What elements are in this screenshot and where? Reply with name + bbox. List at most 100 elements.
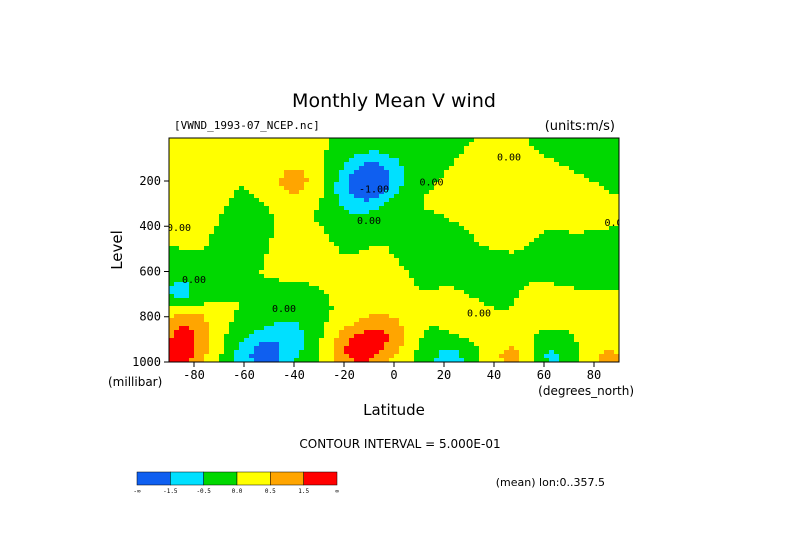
field-cell [339, 250, 345, 255]
field-cell [364, 254, 370, 259]
field-cell [489, 286, 495, 291]
field-cell [609, 254, 615, 259]
field-cell [564, 266, 570, 271]
field-cell [524, 234, 530, 239]
field-cell [549, 194, 555, 199]
field-cell [439, 314, 445, 319]
field-cell [364, 318, 370, 323]
field-cell [334, 314, 340, 319]
field-cell [284, 302, 290, 307]
field-cell [489, 318, 495, 323]
field-cell [554, 354, 560, 359]
field-cell [254, 198, 260, 203]
field-cell [409, 226, 415, 231]
field-cell [464, 258, 470, 263]
field-cell [284, 350, 290, 355]
field-cell [389, 142, 395, 147]
field-cell [194, 186, 200, 191]
field-cell [479, 162, 485, 167]
field-cell [209, 310, 215, 315]
field-cell [259, 338, 265, 343]
field-cell [449, 186, 455, 191]
field-cell [274, 206, 280, 211]
field-cell [444, 170, 450, 175]
field-cell [184, 350, 190, 355]
field-cell [359, 222, 365, 227]
field-cell [379, 338, 385, 343]
field-cell [589, 170, 595, 175]
field-cell [484, 146, 490, 151]
field-cell [474, 206, 480, 211]
field-cell [239, 222, 245, 227]
field-cell [579, 230, 585, 235]
field-cell [464, 314, 470, 319]
field-cell [304, 182, 310, 187]
field-cell [254, 154, 260, 159]
field-cell [549, 222, 555, 227]
field-cell [464, 318, 470, 323]
field-cell [514, 310, 520, 315]
field-cell [319, 314, 325, 319]
field-cell [389, 290, 395, 295]
field-cell [369, 342, 375, 347]
field-cell [614, 310, 619, 315]
field-cell [359, 146, 365, 151]
field-cell [369, 154, 375, 159]
field-cell [424, 218, 430, 223]
field-cell [549, 294, 555, 299]
field-cell [269, 250, 275, 255]
field-cell [239, 162, 245, 167]
field-cell [429, 314, 435, 319]
field-cell [609, 194, 615, 199]
field-cell [604, 174, 610, 179]
field-cell [229, 242, 235, 247]
field-cell [589, 294, 595, 299]
field-cell [319, 142, 325, 147]
field-cell [549, 242, 555, 247]
field-cell [564, 142, 570, 147]
field-cell [464, 186, 470, 191]
field-cell [334, 306, 340, 311]
field-cell [479, 306, 485, 311]
field-cell [429, 178, 435, 183]
field-cell [239, 358, 245, 362]
field-cell [189, 194, 195, 199]
field-cell [244, 146, 250, 151]
field-cell [394, 170, 400, 175]
field-cell [544, 354, 550, 359]
field-cell [284, 310, 290, 315]
field-cell [394, 230, 400, 235]
field-cell [534, 146, 540, 151]
field-cell [344, 350, 350, 355]
field-cell [294, 234, 300, 239]
field-cell [499, 346, 505, 351]
field-cell [579, 250, 585, 255]
field-cell [459, 162, 465, 167]
field-cell [389, 294, 395, 299]
field-cell [499, 302, 505, 307]
field-cell [174, 350, 180, 355]
field-cell [194, 266, 200, 271]
field-cell [274, 246, 280, 251]
field-cell [434, 262, 440, 267]
field-cell [179, 314, 185, 319]
field-cell [454, 194, 460, 199]
field-cell [539, 166, 545, 171]
field-cell [249, 350, 255, 355]
field-cell [409, 170, 415, 175]
field-cell [529, 146, 535, 151]
field-cell [169, 322, 175, 327]
field-cell [369, 166, 375, 171]
field-cell [169, 354, 175, 359]
units-label: (units:m/s) [545, 119, 615, 134]
field-cell [184, 190, 190, 195]
field-cell [399, 238, 405, 243]
field-cell [259, 334, 265, 339]
field-cell [354, 194, 360, 199]
field-cell [434, 202, 440, 207]
field-cell [209, 290, 215, 295]
field-cell [239, 138, 245, 143]
field-cell [524, 174, 530, 179]
field-cell [459, 210, 465, 215]
